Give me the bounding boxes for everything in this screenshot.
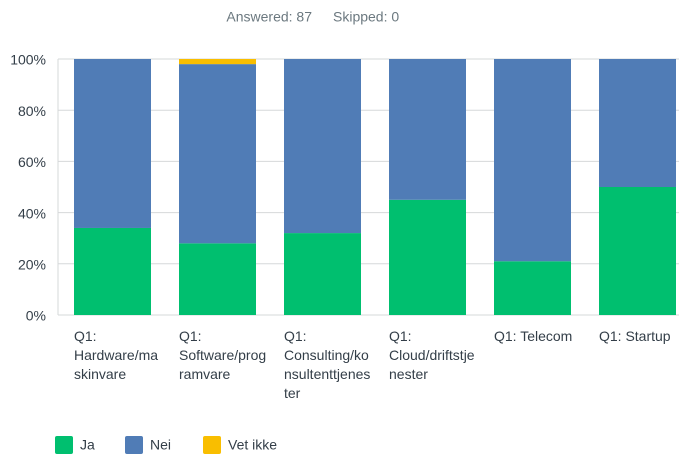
- y-tick-label: 100%: [10, 52, 46, 68]
- x-tick-label: Q1: Telecom: [494, 328, 573, 344]
- y-tick-label: 40%: [18, 205, 46, 221]
- legend-label: Nei: [150, 437, 171, 453]
- x-tick-label: Q1: Software/programvare: [179, 328, 267, 382]
- bar-segment: [284, 59, 361, 234]
- x-tick-label: Q1: Cloud/driftstjenester: [389, 328, 475, 382]
- bar-segment: [74, 227, 151, 315]
- bar-segment: [599, 59, 676, 187]
- legend-label: Ja: [80, 437, 95, 453]
- y-tick-label: 20%: [18, 257, 46, 273]
- legend-swatch: [125, 436, 143, 454]
- x-tick-label: Q1: Hardware/maskinvare: [74, 328, 159, 382]
- bar-segment: [284, 233, 361, 315]
- bar-segment: [599, 187, 676, 315]
- bar-segment: [494, 261, 571, 315]
- answered: Answered: 87: [226, 9, 312, 25]
- y-tick-label: 0%: [26, 308, 46, 324]
- legend-swatch: [55, 436, 73, 454]
- x-tick-label: Q1: Startup: [599, 328, 671, 344]
- bar-segment: [494, 59, 571, 262]
- bar-segment: [179, 64, 256, 244]
- x-tick-label: Q1: Consulting/konsultenttjenester: [284, 328, 371, 401]
- bar-segment: [179, 59, 256, 65]
- bar-segment: [389, 59, 466, 200]
- y-tick-label: 60%: [18, 154, 46, 170]
- bar-segment: [74, 59, 151, 228]
- y-tick-label: 80%: [18, 103, 46, 119]
- bar-segment: [179, 243, 256, 315]
- bar-segment: [389, 199, 466, 315]
- legend-label: Vet ikke: [228, 437, 277, 453]
- legend-swatch: [203, 436, 221, 454]
- skipped: Skipped: 0: [333, 9, 399, 25]
